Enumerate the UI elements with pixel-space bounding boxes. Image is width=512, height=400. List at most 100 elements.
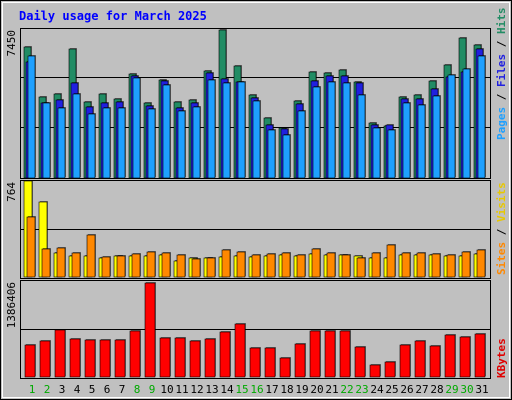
- bar-top-pages-29: [447, 74, 456, 179]
- x-label-11: 11: [175, 383, 188, 396]
- x-label-5: 5: [89, 383, 96, 396]
- x-label-10: 10: [160, 383, 173, 396]
- x-label-8: 8: [134, 383, 141, 396]
- x-label-18: 18: [280, 383, 293, 396]
- bar-mid-sites-28: [431, 253, 441, 278]
- bar-mid-sites-21: [326, 252, 336, 278]
- bar-mid-sites-30: [461, 251, 471, 278]
- x-label-3: 3: [59, 383, 66, 396]
- bar-top-pages-11: [177, 110, 186, 179]
- bar-top-pages-31: [477, 55, 486, 179]
- bar-top-pages-25: [387, 129, 396, 179]
- bar-bottom-kbytes-21: [324, 330, 336, 378]
- bar-bottom-kbytes-4: [69, 338, 81, 378]
- bar-top-pages-28: [432, 95, 441, 179]
- bar-mid-sites-4: [71, 252, 81, 278]
- x-label-22: 22: [340, 383, 353, 396]
- bar-top-pages-3: [57, 107, 66, 179]
- bottom-max-label: 1386406: [5, 282, 18, 328]
- bar-top-pages-12: [192, 106, 201, 179]
- bar-mid-sites-3: [56, 247, 66, 278]
- bar-top-pages-15: [237, 81, 246, 179]
- bar-bottom-kbytes-13: [204, 338, 216, 378]
- bar-mid-sites-29: [446, 254, 456, 278]
- bar-bottom-kbytes-17: [264, 347, 276, 378]
- top-max-label: 7450: [5, 30, 18, 57]
- bar-bottom-kbytes-18: [279, 357, 291, 378]
- bar-mid-sites-19: [296, 254, 306, 278]
- legend-sites: Sites: [495, 242, 508, 275]
- x-label-17: 17: [265, 383, 278, 396]
- bar-top-pages-24: [372, 127, 381, 179]
- x-label-1: 1: [29, 383, 36, 396]
- bar-top-pages-20: [312, 86, 321, 179]
- bar-mid-sites-23: [356, 257, 366, 278]
- bar-top-pages-9: [147, 108, 156, 179]
- bar-mid-sites-15: [236, 251, 246, 278]
- bar-top-pages-14: [222, 82, 231, 179]
- bar-bottom-kbytes-7: [114, 339, 126, 378]
- bar-mid-sites-17: [266, 253, 276, 278]
- bar-mid-sites-14: [221, 249, 231, 278]
- bar-bottom-kbytes-5: [84, 339, 96, 378]
- legend-files: Files: [495, 54, 508, 87]
- bar-bottom-kbytes-1: [24, 344, 36, 378]
- legend-sep-2: /: [495, 40, 508, 47]
- bar-top-pages-18: [282, 134, 291, 179]
- x-label-28: 28: [430, 383, 443, 396]
- legend-sep-1: /: [495, 93, 508, 100]
- bar-top-pages-8: [132, 77, 141, 179]
- x-label-23: 23: [355, 383, 368, 396]
- x-axis-labels: 1 2 3 4 5 6 7 8 9 10 11 12 13 14 15 16 17 18 19 20 21 22 23 24 2…: [29, 383, 489, 396]
- bar-bottom-kbytes-22: [339, 330, 351, 378]
- bar-top-pages-16: [252, 100, 261, 179]
- x-label-24: 24: [370, 383, 384, 396]
- bar-top-pages-1: [27, 55, 36, 179]
- bar-mid-sites-9: [146, 251, 156, 278]
- chart-title: Daily usage for March 2025: [19, 9, 207, 23]
- bar-top-pages-5: [87, 113, 96, 179]
- bar-bottom-kbytes-15: [234, 323, 246, 378]
- legend-kbytes: KBytes: [495, 338, 508, 378]
- bar-mid-sites-20: [311, 248, 321, 278]
- bar-mid-sites-10: [161, 252, 171, 278]
- bar-bottom-kbytes-12: [189, 340, 201, 378]
- bar-top-pages-27: [417, 104, 426, 179]
- bar-mid-sites-26: [401, 252, 411, 278]
- bar-mid-sites-11: [176, 254, 186, 278]
- x-label-12: 12: [190, 383, 203, 396]
- bar-top-pages-23: [357, 94, 366, 179]
- bar-bottom-kbytes-24: [369, 364, 381, 378]
- x-label-20: 20: [310, 383, 323, 396]
- bar-top-pages-2: [42, 102, 51, 179]
- bar-top-pages-26: [402, 102, 411, 179]
- x-label-25: 25: [385, 383, 398, 396]
- x-label-21: 21: [325, 383, 338, 396]
- bar-top-pages-22: [342, 82, 351, 179]
- bar-bottom-kbytes-14: [219, 331, 231, 378]
- bar-mid-sites-7: [116, 255, 126, 278]
- legend-hits: Hits: [495, 8, 508, 35]
- bar-bottom-kbytes-3: [54, 329, 66, 378]
- x-label-2: 2: [44, 383, 51, 396]
- bars-layer: [23, 29, 486, 378]
- bar-bottom-kbytes-9: [144, 282, 156, 378]
- bar-bottom-kbytes-2: [39, 340, 51, 378]
- bar-bottom-kbytes-19: [294, 343, 306, 378]
- legend-sep-3: /: [495, 228, 508, 235]
- bar-mid-sites-13: [206, 257, 216, 278]
- x-label-6: 6: [104, 383, 111, 396]
- x-label-14: 14: [220, 383, 234, 396]
- bar-mid-sites-5: [86, 234, 96, 278]
- bar-bottom-kbytes-26: [399, 344, 411, 378]
- bar-mid-sites-8: [131, 253, 141, 278]
- legend-visits: Visits: [495, 182, 508, 222]
- bar-bottom-kbytes-27: [414, 340, 426, 378]
- bar-mid-sites-25: [386, 244, 396, 278]
- bar-mid-sites-2: [41, 248, 51, 278]
- x-label-15: 15: [235, 383, 248, 396]
- bar-mid-sites-27: [416, 252, 426, 278]
- bar-bottom-kbytes-11: [174, 337, 186, 378]
- bar-mid-sites-6: [101, 256, 111, 278]
